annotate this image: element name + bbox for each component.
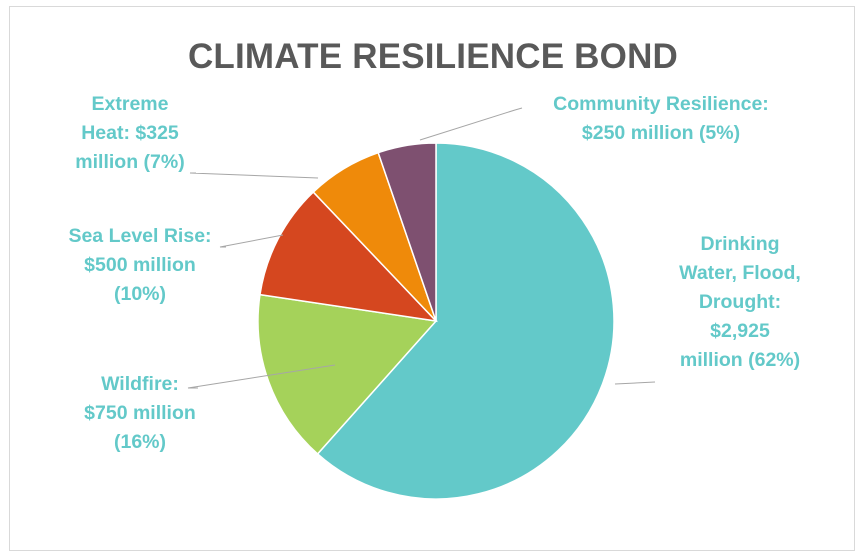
data-label-line: Drinking: [700, 233, 780, 255]
data-label-wildfire: Wildfire: $750 million (16%): [55, 370, 225, 457]
leader-line-community-resilience: [419, 107, 523, 141]
data-label-line: (16%): [113, 431, 167, 453]
data-label-line: Water, Flood,: [679, 262, 801, 284]
pie-slice-drinking-water-flood-drought: [316, 142, 615, 500]
pie-slice-community-resilience: [377, 142, 437, 322]
data-label-line: Drought:: [698, 291, 782, 313]
data-label-drinking-water-flood-drought: Drinking Water, Flood, Drought: $2,925 milli…: [650, 230, 830, 375]
leader-line-extreme-heat: [189, 172, 319, 179]
data-label-line: (10%): [113, 283, 167, 305]
data-label-line: Wildfire:: [101, 373, 179, 395]
data-label-sea-level-rise: Sea Level Rise: $500 million (10%): [45, 222, 235, 309]
data-label-line: million (62%): [679, 349, 801, 371]
data-label-line: $2,925: [710, 320, 770, 342]
data-label-line: Sea Level Rise:: [68, 225, 212, 247]
data-label-line: Heat: $325: [81, 122, 179, 144]
data-label-community-resilience: Community Resilience: $250 million (5%): [522, 90, 800, 148]
data-label-line: $500 million: [84, 254, 196, 276]
data-label-line: Extreme: [91, 93, 169, 115]
data-label-extreme-heat: Extreme Heat: $325 million (7%): [50, 90, 210, 177]
data-label-line: $250 million (5%): [581, 122, 741, 144]
leader-line-sea-level-rise: [219, 234, 284, 248]
data-label-line: Community Resilience:: [553, 93, 769, 115]
data-label-line: $750 million: [84, 402, 196, 424]
leader-line-wildfire: [187, 364, 336, 389]
pie-slice-wildfire: [257, 293, 438, 455]
pie-slice-sea-level-rise: [259, 190, 439, 323]
chart-title: CLIMATE RESILIENCE BOND: [187, 37, 679, 76]
leader-line-drinking-water-flood-drought: [614, 381, 656, 385]
data-label-line: million (7%): [75, 151, 185, 173]
